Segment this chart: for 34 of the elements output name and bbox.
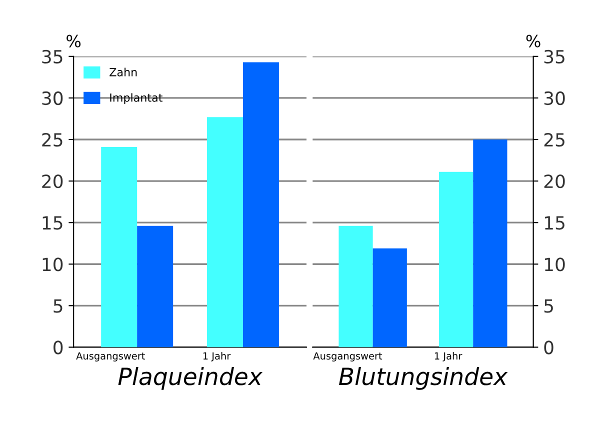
bar [372,248,407,348]
y-tick-label: 5 [54,299,62,313]
x-tick-label: Ausgangswert [313,352,382,362]
bar [439,172,474,348]
y-tick-label: 0 [54,340,63,354]
y2-tick-label: 20 [544,174,565,188]
x-tick-label: Ausgangswert [76,352,145,362]
bar [473,140,508,348]
y-tick-label: 30 [42,91,63,106]
y2-tick-label: 30 [544,91,565,106]
y2-tick-label: 10 [545,258,565,272]
x-tick-label: 1 Jahr [434,352,462,362]
bar [338,226,373,348]
legend-label: Implantat [110,93,162,104]
x-axis-title: Plaqueindex [118,367,263,390]
bar [101,146,138,348]
bar [242,62,279,348]
bar [137,226,174,348]
y2-tick-label: 5 [544,299,553,313]
legend-label: Zahn [110,68,137,76]
y2-tick-label: 35 [544,50,564,64]
y2-axis-title: % [526,34,540,48]
x-tick-label: 1 Jahr [203,352,231,362]
x-axis-title: Blutungsindex [339,367,508,390]
y2-tick-label: 0 [544,340,554,354]
y-tick-label: 10 [42,258,63,272]
bar [206,117,243,348]
y2-tick-label: 15 [545,216,564,230]
y2-tick-label: 25 [544,132,564,147]
y-tick-label: 25 [42,132,62,147]
y-tick-label: 20 [42,174,63,188]
y-tick-label: 35 [42,50,62,64]
y-axis-title: % [66,34,81,48]
y-tick-label: 15 [42,216,62,230]
